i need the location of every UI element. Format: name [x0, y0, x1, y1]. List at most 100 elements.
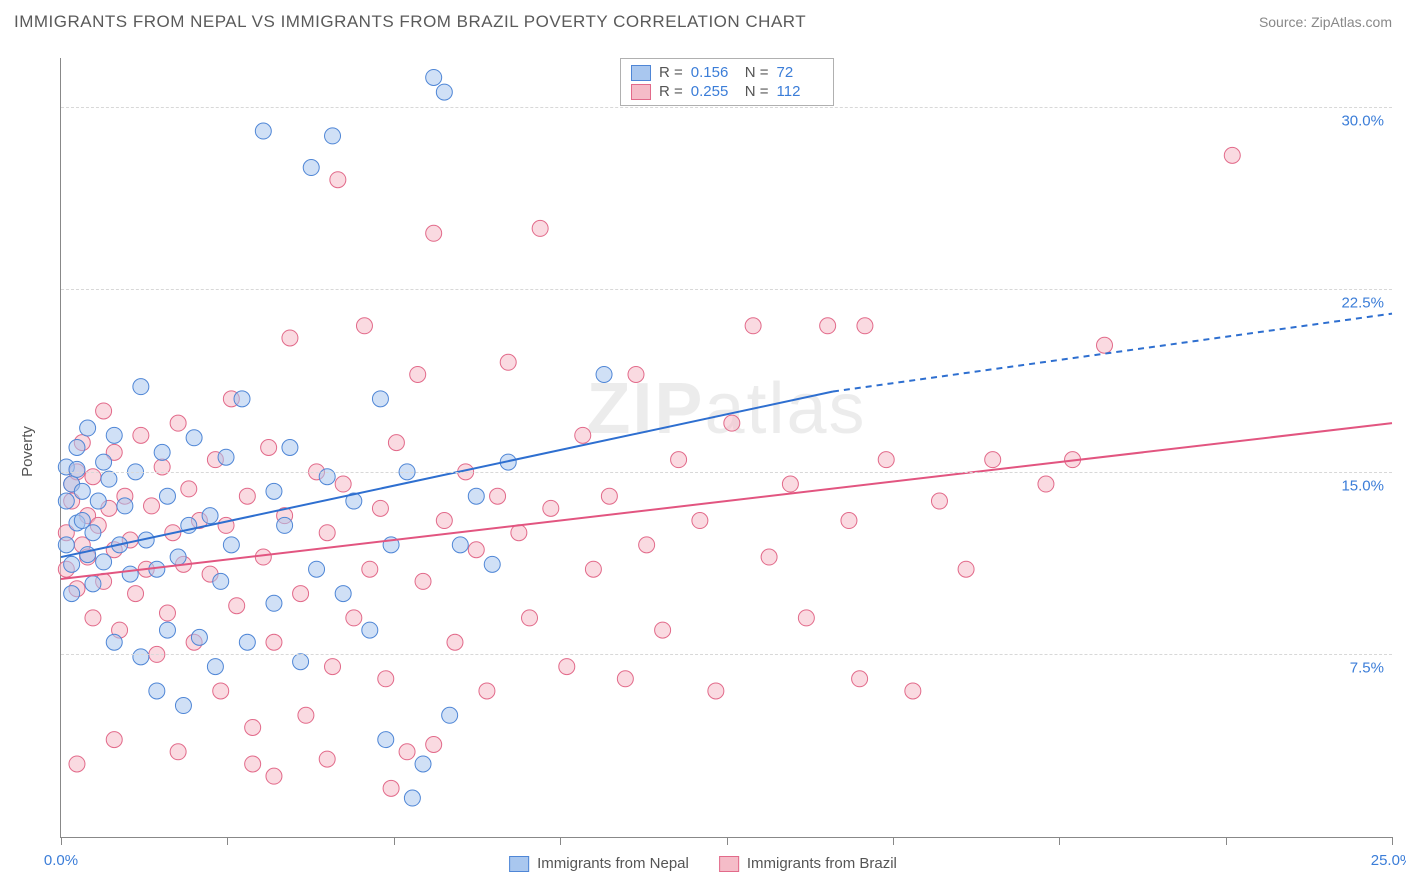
- scatter-point: [426, 69, 442, 85]
- scatter-point: [170, 549, 186, 565]
- legend-swatch: [719, 856, 739, 872]
- scatter-point: [378, 732, 394, 748]
- x-tick: [1226, 837, 1227, 845]
- chart-container: Poverty ZIPatlas R =0.156N =72R =0.255N …: [14, 48, 1392, 878]
- scatter-point: [239, 634, 255, 650]
- scatter-point: [447, 634, 463, 650]
- scatter-point: [399, 744, 415, 760]
- scatter-point: [415, 573, 431, 589]
- scatter-point: [511, 525, 527, 541]
- scatter-point: [490, 488, 506, 504]
- source-label: Source: ZipAtlas.com: [1259, 14, 1392, 30]
- x-tick: [560, 837, 561, 845]
- plot-area: ZIPatlas R =0.156N =72R =0.255N =112 7.5…: [60, 58, 1392, 838]
- scatter-point: [144, 498, 160, 514]
- scatter-point: [404, 790, 420, 806]
- gridline: [61, 107, 1392, 108]
- scatter-point: [841, 513, 857, 529]
- scatter-point: [96, 403, 112, 419]
- scatter-point: [628, 366, 644, 382]
- scatter-point: [484, 556, 500, 572]
- scatter-point: [298, 707, 314, 723]
- scatter-point: [207, 659, 223, 675]
- scatter-point: [852, 671, 868, 687]
- scatter-point: [149, 683, 165, 699]
- scatter-point: [106, 732, 122, 748]
- scatter-point: [213, 573, 229, 589]
- scatter-point: [601, 488, 617, 504]
- legend-label: Immigrants from Nepal: [537, 855, 689, 872]
- scatter-point: [239, 488, 255, 504]
- scatter-point: [335, 476, 351, 492]
- scatter-point: [266, 768, 282, 784]
- y-tick-label: 7.5%: [1350, 660, 1384, 677]
- x-tick: [893, 837, 894, 845]
- scatter-point: [170, 415, 186, 431]
- scatter-point: [410, 366, 426, 382]
- scatter-point: [277, 517, 293, 533]
- chart-header: IMMIGRANTS FROM NEPAL VS IMMIGRANTS FROM…: [14, 12, 1392, 32]
- scatter-point: [362, 622, 378, 638]
- gridline: [61, 289, 1392, 290]
- scatter-point: [96, 554, 112, 570]
- y-tick-label: 15.0%: [1341, 477, 1384, 494]
- scatter-point: [159, 488, 175, 504]
- scatter-point: [1097, 337, 1113, 353]
- scatter-point: [58, 493, 74, 509]
- x-tick-label: 25.0%: [1371, 852, 1406, 869]
- scatter-point: [133, 379, 149, 395]
- scatter-point: [202, 508, 218, 524]
- scatter-point: [133, 649, 149, 665]
- scatter-point: [245, 719, 261, 735]
- scatter-point: [671, 452, 687, 468]
- scatter-point: [175, 698, 191, 714]
- scatter-point: [452, 537, 468, 553]
- x-tick-label: 0.0%: [44, 852, 78, 869]
- scatter-point: [85, 610, 101, 626]
- scatter-point: [708, 683, 724, 699]
- bottom-legend: Immigrants from NepalImmigrants from Bra…: [509, 855, 897, 872]
- scatter-point: [282, 330, 298, 346]
- scatter-point: [745, 318, 761, 334]
- scatter-point: [58, 537, 74, 553]
- scatter-point: [426, 225, 442, 241]
- scatter-point: [69, 440, 85, 456]
- scatter-point: [159, 622, 175, 638]
- scatter-point: [543, 500, 559, 516]
- legend-swatch: [509, 856, 529, 872]
- chart-title: IMMIGRANTS FROM NEPAL VS IMMIGRANTS FROM…: [14, 12, 806, 32]
- scatter-point: [319, 751, 335, 767]
- legend-item: Immigrants from Nepal: [509, 855, 689, 872]
- scatter-point: [319, 525, 335, 541]
- scatter-point: [378, 671, 394, 687]
- scatter-point: [436, 513, 452, 529]
- scatter-point: [724, 415, 740, 431]
- scatter-point: [122, 566, 138, 582]
- scatter-point: [468, 542, 484, 558]
- scatter-point: [500, 354, 516, 370]
- scatter-point: [878, 452, 894, 468]
- gridline: [61, 472, 1392, 473]
- scatter-point: [80, 547, 96, 563]
- scatter-point: [692, 513, 708, 529]
- scatter-point: [596, 366, 612, 382]
- scatter-point: [106, 634, 122, 650]
- scatter-point: [857, 318, 873, 334]
- y-axis-label: Poverty: [19, 426, 36, 477]
- x-tick: [1059, 837, 1060, 845]
- scatter-point: [293, 586, 309, 602]
- scatter-point: [213, 683, 229, 699]
- scatter-point: [1038, 476, 1054, 492]
- scatter-point: [388, 435, 404, 451]
- scatter-point: [362, 561, 378, 577]
- scatter-point: [655, 622, 671, 638]
- scatter-point: [330, 172, 346, 188]
- scatter-point: [798, 610, 814, 626]
- scatter-point: [266, 634, 282, 650]
- scatter-point: [69, 756, 85, 772]
- scatter-point: [74, 483, 90, 499]
- y-tick-label: 22.5%: [1341, 295, 1384, 312]
- scatter-point: [186, 430, 202, 446]
- scatter-point: [90, 493, 106, 509]
- scatter-point: [266, 595, 282, 611]
